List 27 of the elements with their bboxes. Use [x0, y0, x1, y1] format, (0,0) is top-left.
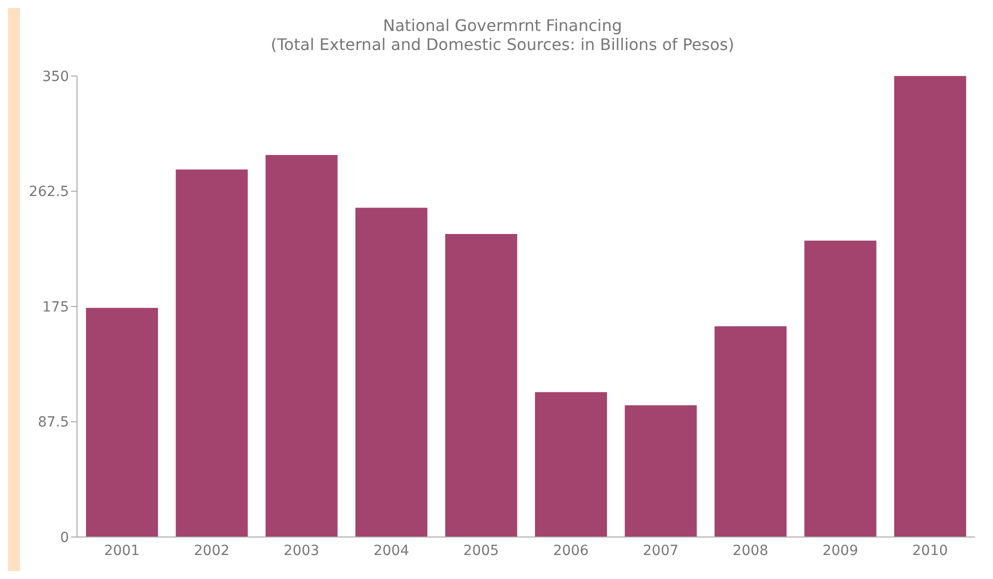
y-tick-label: 175 [42, 299, 69, 316]
y-tick-label: 262.5 [28, 184, 69, 200]
x-tick-label: 2007 [642, 542, 679, 559]
bar [714, 326, 787, 537]
x-tick-label: 2006 [553, 542, 589, 559]
x-tick-label: 2003 [284, 542, 320, 559]
bar [266, 155, 338, 537]
chart-subtitle: (Total External and Domestic Sources: in Billions of Pesos) [270, 35, 736, 54]
bar [86, 308, 158, 537]
bar [894, 76, 966, 537]
bar [534, 392, 607, 537]
y-tick-label: 87.5 [38, 414, 69, 431]
bar [176, 170, 248, 537]
y-tick-label: 350 [42, 68, 69, 85]
chart-title: National Govermrnt Financing [382, 16, 624, 35]
bar [804, 240, 876, 537]
x-tick-label: 2008 [732, 542, 768, 559]
y-tick-label: 0 [60, 530, 69, 546]
x-tick-label: 2005 [463, 542, 499, 559]
bar [355, 208, 428, 537]
x-tick-label: 2009 [822, 542, 858, 559]
x-tick-label: 2004 [373, 542, 410, 559]
bar [445, 234, 518, 537]
x-tick-label: 2001 [104, 542, 140, 559]
bar [624, 405, 697, 537]
x-tick-label: 2010 [912, 542, 948, 559]
x-tick-label: 2002 [194, 542, 230, 559]
